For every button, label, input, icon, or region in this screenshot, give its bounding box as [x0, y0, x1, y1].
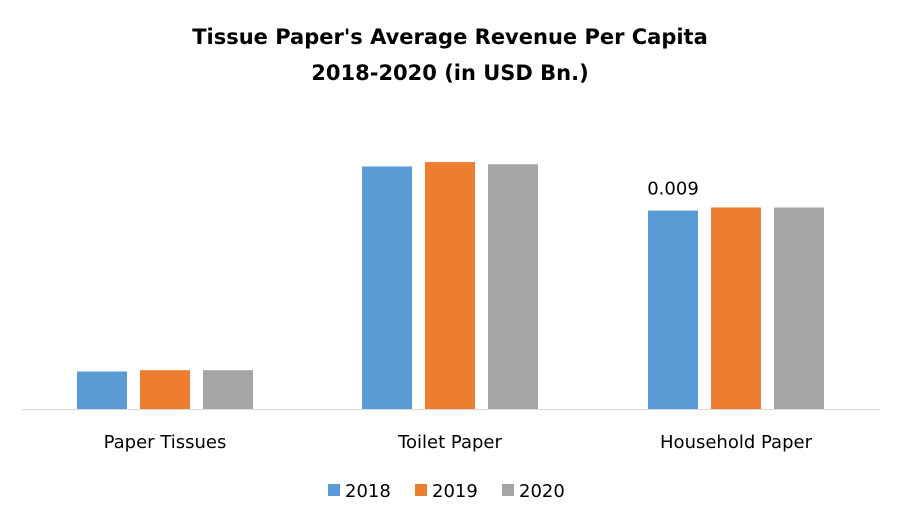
legend-label: 2020 — [519, 481, 565, 502]
bars — [77, 162, 824, 409]
bar-paper-tissues-2018 — [77, 371, 127, 409]
legend-item-2018: 2018 — [328, 481, 391, 502]
bar-household-paper-2018 — [648, 210, 698, 409]
bar-toilet-paper-2018 — [362, 166, 412, 409]
x-tick-label: Paper Tissues — [104, 432, 227, 453]
legend-item-2020: 2020 — [502, 481, 565, 502]
bar-toilet-paper-2020 — [488, 164, 538, 409]
bar-toilet-paper-2019 — [425, 162, 475, 409]
bar-paper-tissues-2019 — [140, 370, 190, 409]
x-tick-label: Toilet Paper — [397, 432, 502, 453]
legend-swatch — [502, 484, 514, 496]
data-labels: 0.009 — [647, 179, 699, 200]
legend-label: 2019 — [432, 481, 478, 502]
chart-title-line-2: 2018-2020 (in USD Bn.) — [311, 61, 588, 85]
bar-paper-tissues-2020 — [203, 370, 253, 409]
legend-label: 2018 — [345, 481, 391, 502]
bar-household-paper-2019 — [711, 207, 761, 409]
legend-swatch — [415, 484, 427, 496]
x-tick-labels: Paper Tissues Toilet Paper Household Paper — [104, 432, 813, 453]
data-label: 0.009 — [647, 179, 699, 200]
legend: 2018 2019 2020 — [328, 481, 565, 502]
x-tick-label: Household Paper — [660, 432, 813, 453]
legend-swatch — [328, 484, 340, 496]
chart-title-line-1: Tissue Paper's Average Revenue Per Capit… — [192, 25, 708, 49]
bar-household-paper-2020 — [774, 207, 824, 409]
legend-item-2019: 2019 — [415, 481, 478, 502]
